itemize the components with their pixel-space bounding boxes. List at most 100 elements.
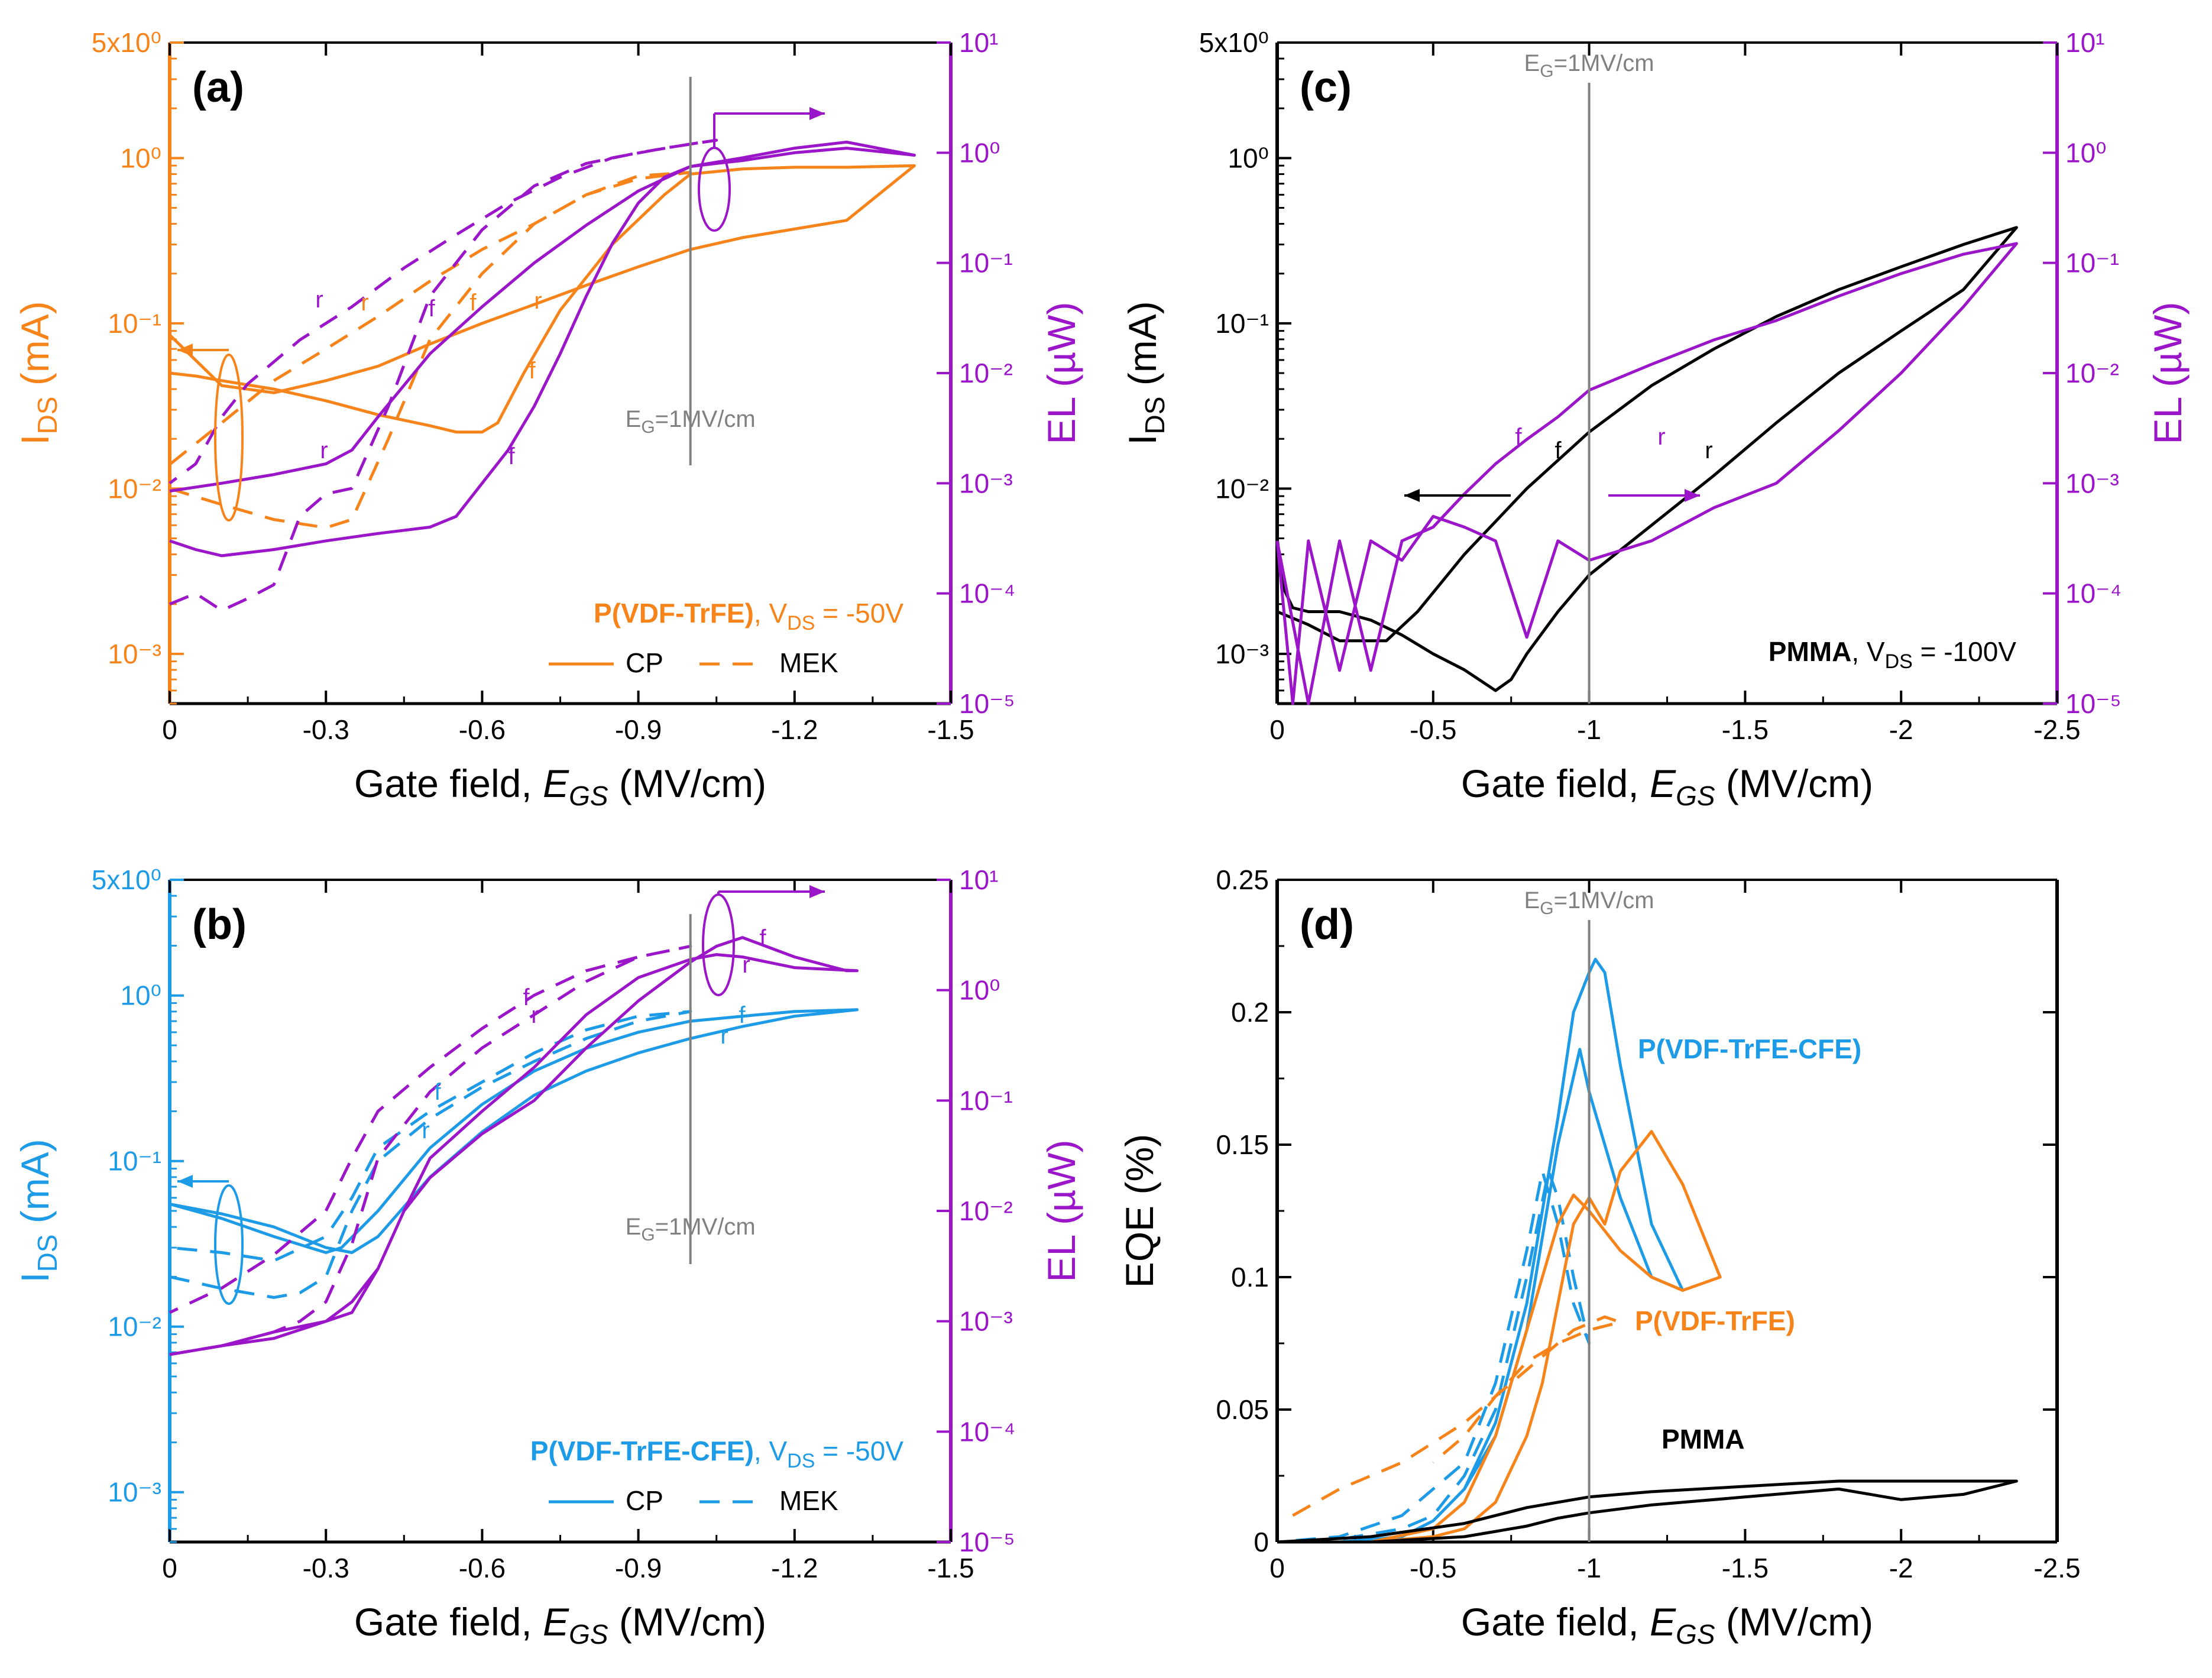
y-tick-label-right: 10⁻³: [959, 1306, 1013, 1337]
x-tick-label: -0.5: [1410, 1553, 1456, 1583]
text-span: E: [543, 1600, 569, 1644]
y-tick-label-left: 10⁰: [120, 980, 161, 1011]
x-axis-label: Gate field, EGS (MV/cm): [354, 1600, 766, 1650]
text-span: G: [641, 1225, 655, 1245]
legend-label-mek: MEK: [779, 647, 838, 678]
y-tick-label-right: 10⁻²: [2065, 358, 2119, 388]
left-axis-marker: [214, 354, 244, 521]
axis-arrowhead: [809, 885, 825, 898]
series-label-cfe: P(VDF-TrFE-CFE): [1638, 1034, 1861, 1064]
text-span: (mA): [13, 301, 57, 396]
x-tick-label: -0.9: [615, 714, 662, 745]
curve-label: r: [720, 1023, 728, 1049]
axis-arrowhead: [177, 1175, 193, 1188]
x-tick-label: -1.5: [1722, 714, 1769, 745]
series-ids-mek: [169, 1010, 692, 1299]
x-axis-label: Gate field, EGS (MV/cm): [1461, 762, 1873, 811]
y-tick-label-left: 5x10⁰: [92, 864, 161, 895]
text-span: E: [1650, 1600, 1676, 1644]
text-span: G: [1540, 899, 1553, 918]
y-tick-label-right: 10⁻³: [959, 468, 1013, 498]
x-axis-label: Gate field, EGS (MV/cm): [1461, 1600, 1873, 1650]
text-span: I: [13, 1272, 57, 1282]
y-tick-label-right: 10⁻²: [959, 1196, 1013, 1226]
series-label-pmma: PMMA: [1662, 1424, 1745, 1455]
text-span: DS: [787, 1450, 815, 1472]
panel-label: (b): [192, 901, 247, 948]
y-tick-label-right: 10⁻¹: [959, 1085, 1013, 1116]
curve-label: r: [315, 287, 323, 313]
y-tick-label-left: 5x10⁰: [1199, 27, 1269, 58]
x-tick-label: 0: [162, 714, 177, 745]
legend-label-cp: CP: [626, 1485, 663, 1516]
text-span: G: [1540, 61, 1553, 81]
y-tick-label-right: 10¹: [2065, 27, 2104, 58]
panel-label: (a): [192, 64, 244, 111]
text-span: PMMA: [1769, 636, 1852, 667]
curve-label: f: [469, 290, 477, 316]
curve-label: r: [361, 290, 368, 316]
axis-arrowhead: [809, 107, 825, 120]
y-tick-label-left: 0.1: [1231, 1262, 1269, 1292]
text-span: GS: [1676, 780, 1715, 811]
curve-label: f: [434, 1079, 441, 1105]
legend-label-mek: MEK: [779, 1485, 838, 1516]
text-span: E: [1524, 50, 1540, 76]
text-span: E: [1524, 887, 1540, 913]
series-p-vdf-trfe-mek: [1292, 1315, 1622, 1517]
x-tick-label: -1.2: [771, 1553, 818, 1583]
y-tick-label-left: 10⁻²: [1215, 473, 1269, 504]
curve-label: f: [739, 1002, 746, 1028]
y-tick-label-right: 10¹: [959, 27, 998, 58]
y-tick-label-left: 0.15: [1216, 1129, 1269, 1160]
text-span: (MV/cm): [1715, 762, 1874, 805]
text-span: DS: [32, 397, 63, 435]
curve-label: f: [529, 358, 536, 384]
y-tick-label-left: 10⁰: [1228, 142, 1269, 173]
text-span: (mA): [13, 1139, 57, 1234]
curve-label: f: [759, 925, 766, 951]
text-span: = -50V: [815, 598, 903, 629]
y-tick-label-left: 10⁻¹: [108, 1146, 161, 1177]
reference-line-label: EG=1MV/cm: [1524, 50, 1654, 81]
series-p-vdf-trfe-cfe-cp: [1277, 957, 1685, 1544]
text-span: Gate field,: [354, 762, 543, 805]
y-tick-label-left: 10⁻²: [108, 473, 161, 504]
y-tick-label-right: 10⁰: [959, 137, 1000, 168]
text-span: , V: [1851, 636, 1885, 667]
y-tick-label-left: 0.2: [1231, 997, 1269, 1028]
series-ids-mek: [169, 171, 692, 529]
text-span: E: [626, 406, 642, 432]
text-span: (mA): [1120, 301, 1164, 396]
text-span: =1MV/cm: [1554, 887, 1654, 913]
legend-label-cp: CP: [626, 647, 663, 678]
reference-line-label: EG=1MV/cm: [626, 406, 756, 437]
curve-label: r: [1657, 424, 1665, 450]
y-axis-label-left: EQE (%): [1118, 1134, 1161, 1288]
y-tick-label-left: 10⁻³: [1215, 639, 1269, 669]
y-tick-label-right: 10⁻⁵: [959, 688, 1015, 719]
x-tick-label: -1.5: [927, 1553, 974, 1583]
x-tick-label: -2: [1889, 714, 1913, 745]
x-tick-label: -2: [1889, 1553, 1913, 1583]
series-p-vdf-trfe-cfe-mek: [1277, 1170, 1591, 1544]
series-ids-cp: [169, 164, 916, 434]
text-span: GS: [569, 1619, 608, 1650]
series-el-mek: [169, 138, 718, 612]
y-tick-label-right: 10¹: [959, 864, 998, 895]
curve-label: r: [742, 952, 750, 978]
curve-label: r: [531, 1002, 539, 1028]
y-tick-label-right: 10⁻⁴: [2065, 578, 2122, 609]
y-tick-label-left: 10⁻²: [108, 1311, 161, 1342]
text-span: (MV/cm): [1715, 1600, 1874, 1644]
curve-label: f: [1515, 424, 1522, 450]
text-span: I: [13, 434, 57, 445]
axis-arrowhead: [177, 344, 193, 357]
x-tick-label: -1.2: [771, 714, 818, 745]
text-span: =1MV/cm: [1554, 50, 1654, 76]
x-tick-label: 0: [1269, 1553, 1285, 1583]
text-span: E: [626, 1214, 642, 1240]
curve-label: f: [523, 984, 530, 1010]
